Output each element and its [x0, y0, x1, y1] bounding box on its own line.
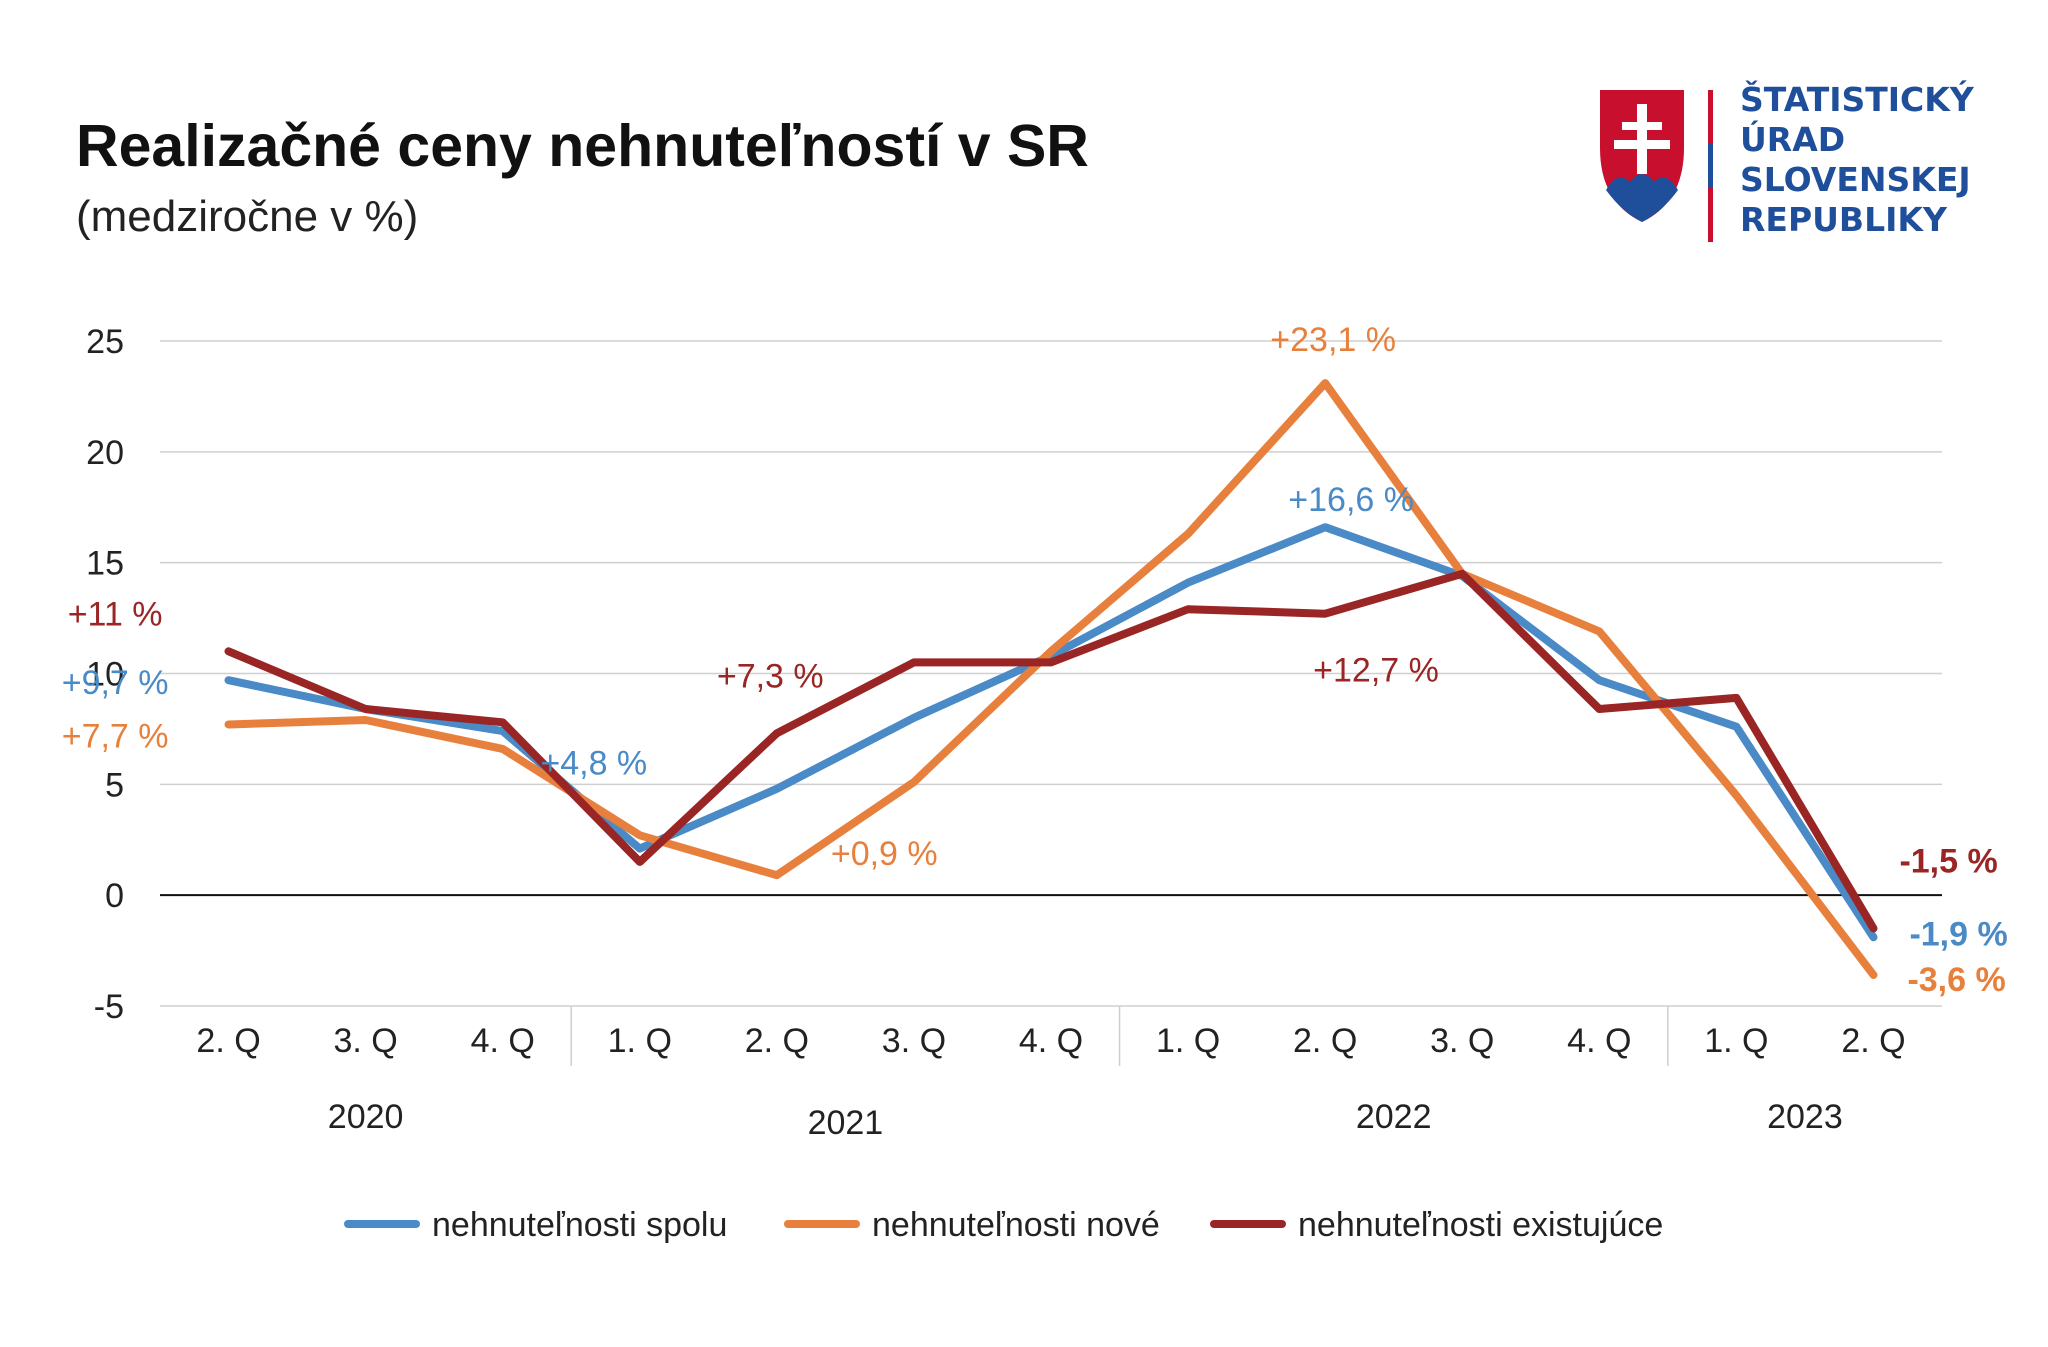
data-point-existujuce — [1872, 927, 1874, 929]
data-point-spolu — [1872, 936, 1874, 938]
y-tick-label: 10 — [86, 656, 124, 694]
grid-lines — [160, 340, 1942, 1007]
data-point-nove — [1187, 533, 1189, 535]
y-tick-label: 5 — [105, 766, 124, 804]
x-tick-label: 2. Q — [745, 1022, 809, 1060]
data-point-existujuce — [913, 661, 915, 663]
x-tick-label: 3. Q — [882, 1022, 946, 1060]
legend-label-existujuce: nehnuteľnosti existujúce — [1298, 1206, 1663, 1244]
data-point-nove — [1872, 974, 1874, 976]
data-point-nove — [502, 748, 504, 750]
data-label-existujuce: +12,7 % — [1313, 652, 1439, 690]
x-axis: 2. Q 3. Q 4. Q 1. Q 2. Q 3. Q 4. Q 1. Q 2. Q 3. Q… — [196, 1006, 1906, 1142]
data-point-nove — [228, 723, 230, 725]
data-point-nove — [639, 834, 641, 836]
x-tick-label: 4. Q — [1567, 1022, 1631, 1060]
data-point-existujuce — [1598, 708, 1600, 710]
data-point-existujuce — [228, 650, 230, 652]
data-point-nove — [776, 874, 778, 876]
data-point-existujuce — [365, 708, 367, 710]
y-tick-label: 20 — [86, 434, 124, 472]
data-point-nove — [1050, 650, 1052, 652]
hills-icon — [1606, 174, 1678, 222]
page-subtitle: (medziročne v %) — [76, 192, 419, 241]
y-tick-label: 15 — [86, 545, 124, 583]
legend-label-nove: nehnuteľnosti nové — [872, 1206, 1160, 1244]
series-lines — [224, 379, 1878, 979]
data-label-spolu: +16,6 % — [1288, 481, 1414, 519]
data-point-existujuce — [1324, 613, 1326, 615]
data-point-spolu — [502, 730, 504, 732]
legend: nehnuteľnosti spolu nehnuteľnosti nové neh… — [344, 1206, 1663, 1244]
y-tick-label: -5 — [94, 988, 124, 1026]
legend-label-spolu: nehnuteľnosti spolu — [432, 1206, 727, 1244]
cross-vertical — [1637, 104, 1647, 174]
data-label-nove: -3,6 % — [1907, 961, 2005, 999]
logo-line: ÚRAD — [1740, 120, 1846, 159]
cross-upper-bar — [1622, 122, 1662, 130]
data-point-spolu — [913, 717, 915, 719]
y-tick-label: 0 — [105, 877, 124, 915]
year-label: 2021 — [808, 1104, 884, 1142]
series-line-spolu — [224, 523, 1878, 942]
statistical-office-logo — [1600, 86, 2000, 246]
x-tick-label: 1. Q — [608, 1022, 672, 1060]
year-label: 2022 — [1356, 1098, 1432, 1136]
y-tick-label: 25 — [86, 323, 124, 361]
logo-line: SLOVENSKEJ — [1740, 160, 1971, 199]
data-point-nove — [365, 719, 367, 721]
x-tick-label: 4. Q — [1019, 1022, 1083, 1060]
series-line-nove — [224, 379, 1878, 979]
logo-text: ŠTATISTICKÝ ÚRAD SLOVENSKEJ REPUBLIKY — [1740, 80, 1974, 240]
x-tick-label: 1. Q — [1704, 1022, 1768, 1060]
x-tick-label: 2. Q — [196, 1022, 260, 1060]
x-tick-label: 3. Q — [333, 1022, 397, 1060]
x-tick-label: 3. Q — [1430, 1022, 1494, 1060]
year-label: 2020 — [328, 1098, 404, 1136]
data-point-nove — [1735, 794, 1737, 796]
x-tick-label: 4. Q — [471, 1022, 535, 1060]
data-label-existujuce: +11 % — [68, 595, 163, 633]
data-point-spolu — [639, 848, 641, 850]
data-point-existujuce — [1050, 661, 1052, 663]
year-label: 2023 — [1767, 1098, 1843, 1136]
y-axis-ticks: 25 20 15 10 5 0 -5 — [86, 323, 124, 1026]
data-label-spolu: -1,9 % — [1909, 915, 2007, 953]
data-point-existujuce — [776, 732, 778, 734]
data-point-spolu — [1187, 582, 1189, 584]
data-point-existujuce — [639, 861, 641, 863]
data-point-spolu — [1598, 679, 1600, 681]
data-label-spolu: +4,8 % — [540, 745, 647, 783]
data-point-spolu — [776, 788, 778, 790]
series-line-existujuce — [224, 569, 1878, 933]
logo-line: ŠTATISTICKÝ — [1740, 80, 1974, 119]
data-label-nove: +23,1 % — [1270, 321, 1396, 359]
data-label-existujuce: +7,3 % — [717, 657, 824, 695]
data-point-existujuce — [1735, 697, 1737, 699]
page-title: Realizačné ceny nehnuteľností v SR — [76, 113, 1089, 179]
data-label-nove: +0,9 % — [831, 835, 938, 873]
data-point-spolu — [1735, 726, 1737, 728]
data-label-spolu: +9,7 % — [62, 664, 169, 702]
data-point-existujuce — [1187, 608, 1189, 610]
cross-lower-bar — [1614, 140, 1670, 149]
data-point-nove — [1598, 630, 1600, 632]
data-labels: +9,7 % +4,8 % +16,6 % -1,9 % +7,7 % +0,9 % +23… — [62, 321, 2008, 999]
logo-divider-blue — [1708, 144, 1713, 188]
data-label-nove: +7,7 % — [62, 717, 169, 755]
logo-line: REPUBLIKY — [1740, 200, 1947, 239]
x-tick-label: 2. Q — [1293, 1022, 1357, 1060]
data-label-existujuce: -1,5 % — [1899, 842, 1997, 880]
data-point-existujuce — [502, 721, 504, 723]
data-point-existujuce — [1461, 573, 1463, 575]
data-point-spolu — [1324, 526, 1326, 528]
data-point-spolu — [228, 679, 230, 681]
data-point-nove — [1324, 382, 1326, 384]
data-point-nove — [913, 781, 915, 783]
coat-of-arms-icon — [1600, 90, 1713, 242]
x-tick-label: 1. Q — [1156, 1022, 1220, 1060]
x-tick-label: 2. Q — [1841, 1022, 1905, 1060]
